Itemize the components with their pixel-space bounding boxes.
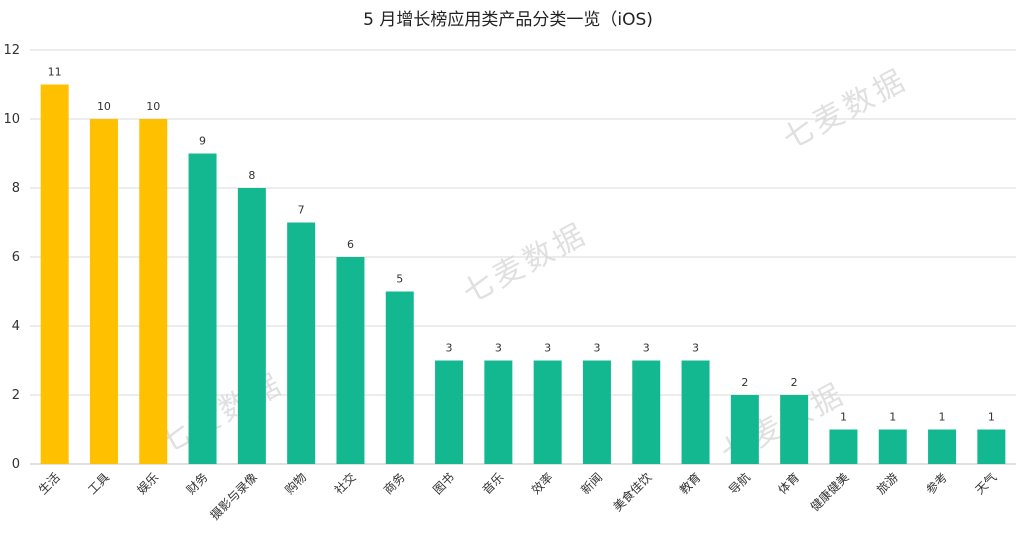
x-tick-label: 摄影与录像 [207,470,260,523]
x-tick-label: 购物 [282,470,310,498]
y-axis: 0 2 4 6 8 10 12 [3,43,20,472]
y-tick-label: 6 [12,250,20,265]
bar [533,360,562,464]
x-tick-label: 美食佳饮 [610,470,655,515]
bar [730,395,759,464]
data-label: 3 [593,342,600,355]
bar [237,188,266,464]
y-tick-label: 10 [3,112,20,127]
data-label: 2 [741,376,748,389]
data-label: 3 [692,342,699,355]
bar [139,119,168,464]
data-label: 10 [146,100,160,113]
data-label: 1 [988,411,995,424]
data-label: 3 [495,342,502,355]
x-tick-label: 图书 [430,470,457,497]
bar [435,360,464,464]
x-tick-label: 社交 [331,470,359,498]
y-tick-label: 8 [12,181,20,196]
bar [829,429,858,464]
watermark: 七麦数据 [777,62,914,157]
watermark: 七麦数据 [457,216,594,311]
x-tick-label: 娱乐 [134,470,161,497]
x-tick-label: 新闻 [577,470,605,498]
data-label: 10 [97,100,111,113]
x-tick-label: 商务 [380,470,408,498]
data-label: 3 [544,342,551,355]
x-tick-label: 导航 [725,470,753,498]
bar [287,222,316,464]
x-tick-label: 体育 [775,470,803,498]
y-tick-label: 0 [12,457,20,472]
data-label: 1 [939,411,946,424]
x-tick-label: 天气 [972,470,1000,498]
bar [977,429,1006,464]
x-tick-label: 健康健美 [807,470,852,515]
x-tick-label: 财务 [183,470,211,498]
bar [336,257,365,464]
data-label: 9 [199,135,206,148]
x-tick-label: 参考 [923,470,951,498]
bar [40,84,69,464]
watermark: 七麦数据 [153,366,290,461]
y-tick-label: 12 [3,43,20,58]
bar [484,360,513,464]
bar [582,360,611,464]
x-tick-label: 效率 [528,470,556,498]
x-tick-label: 旅游 [874,470,901,497]
bar [385,291,414,464]
y-tick-label: 4 [12,319,20,334]
data-label: 8 [248,169,255,182]
bar [928,429,957,464]
chart-title: 5 月增长榜应用类产品分类一览（iOS) [363,10,653,30]
data-label: 7 [298,204,305,217]
bar [681,360,710,464]
bar [89,119,118,464]
bars [40,84,1006,464]
bar [878,429,907,464]
data-label: 3 [643,342,650,355]
data-label: 2 [791,376,798,389]
x-tick-label: 音乐 [479,470,507,498]
bar [780,395,809,464]
data-label: 1 [840,411,847,424]
data-label: 5 [396,273,403,286]
x-tick-label: 生活 [36,470,63,497]
bar [632,360,661,464]
data-label: 11 [48,66,62,79]
x-tick-label: 教育 [676,470,704,498]
x-tick-label: 工具 [85,470,112,497]
data-label: 1 [889,411,896,424]
bar [188,153,217,464]
data-label: 3 [446,342,453,355]
data-label: 6 [347,238,354,251]
y-tick-label: 2 [12,388,20,403]
